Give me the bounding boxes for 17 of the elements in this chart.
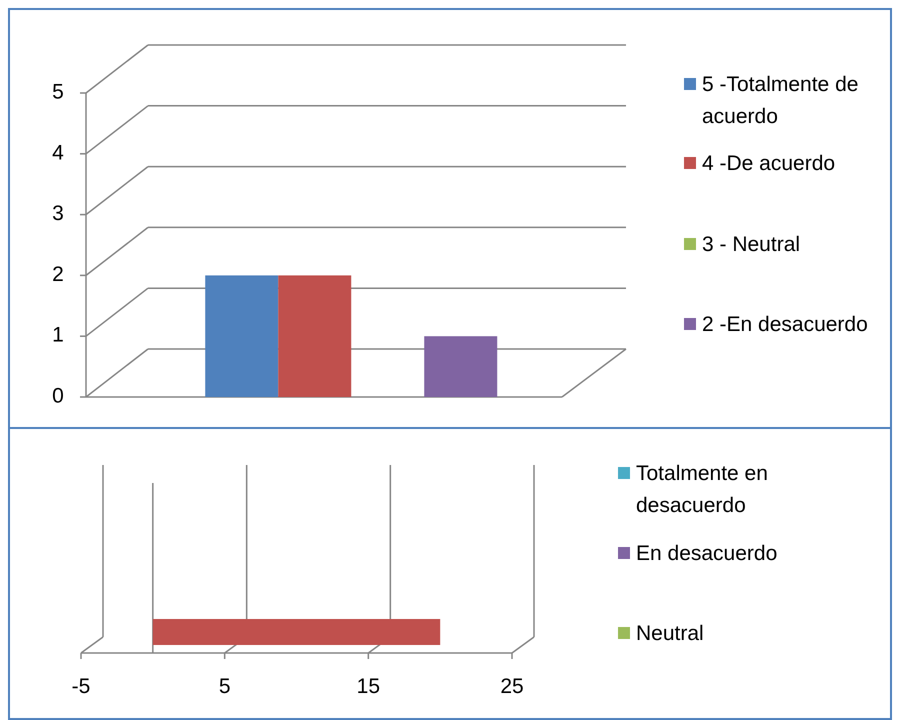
y-tick-label: 2 bbox=[52, 262, 64, 286]
legend-label: En desacuerdo bbox=[636, 542, 778, 565]
x-tick-label: 25 bbox=[500, 675, 524, 698]
x-tick-label: 15 bbox=[356, 675, 380, 698]
legend-label: 3 - Neutral bbox=[702, 232, 800, 256]
legend-label: 4 -De acuerdo bbox=[702, 152, 836, 175]
y-tick-label: 5 bbox=[52, 80, 64, 104]
legend-label: 2 -En desacuerdo bbox=[702, 312, 868, 336]
x-tick-label: 5 bbox=[218, 675, 231, 698]
y-tick-label: 0 bbox=[52, 384, 64, 408]
legend-label: Neutral bbox=[636, 622, 704, 645]
y-tick-label: 1 bbox=[52, 324, 64, 347]
legend-label: Totalmente en desacuerdo bbox=[636, 462, 768, 517]
x-tick-label: -5 bbox=[72, 675, 90, 698]
y-tick-label: 3 bbox=[52, 202, 64, 226]
legend-label: 5 -Totalmente de acuerdo bbox=[702, 72, 858, 128]
y-tick-label: 4 bbox=[52, 141, 64, 164]
